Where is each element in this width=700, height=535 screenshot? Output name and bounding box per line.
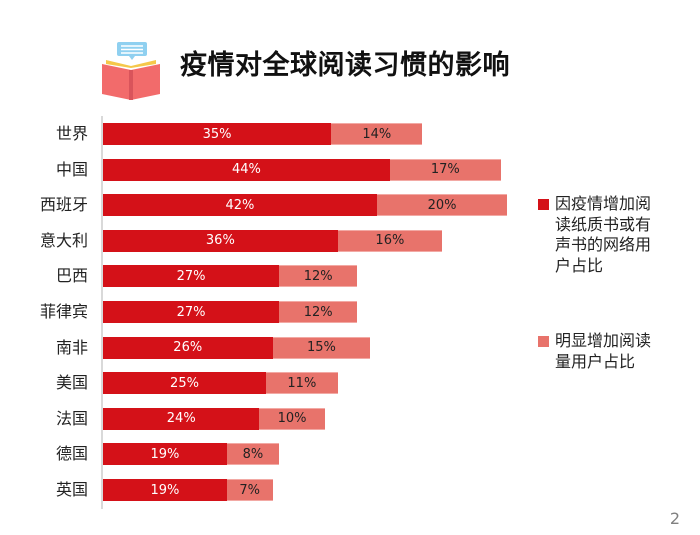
- bar-segment-series1: 24%: [103, 407, 260, 430]
- bar-segment-series2: 12%: [279, 301, 358, 323]
- bar-row: 意大利 36% 16%: [0, 229, 700, 252]
- category-label: 德国: [55, 444, 88, 464]
- bar-segment-series1: 44%: [103, 158, 390, 181]
- bar-segment-series2: 7%: [226, 479, 273, 501]
- legend-swatch-series2: [538, 336, 549, 347]
- bar-segment-series1: 35%: [103, 123, 332, 145]
- bar-segment-series1: 26%: [103, 336, 273, 359]
- category-label: 世界: [55, 124, 88, 143]
- category-label: 英国: [55, 480, 88, 499]
- bar-row: 英国 19% 7%: [0, 479, 700, 501]
- y-axis-line: [101, 116, 103, 509]
- bar-segment-series1: 19%: [103, 443, 227, 466]
- bar-row: 法国 24% 10%: [0, 407, 700, 430]
- bar-row: 西班牙 42% 20%: [0, 194, 700, 217]
- category-label: 法国: [55, 408, 88, 428]
- bar-row: 中国 44% 17%: [0, 158, 700, 181]
- bar-segment-series2: 20%: [376, 194, 508, 217]
- bar-segment-series1: 27%: [103, 265, 280, 288]
- bar-segment-series2: 12%: [279, 265, 358, 288]
- category-label: 菲律宾: [39, 302, 88, 321]
- category-label: 美国: [55, 373, 88, 393]
- bar-segment-series1: 42%: [103, 194, 377, 217]
- page-number: 2: [669, 509, 680, 528]
- category-label: 中国: [55, 159, 88, 179]
- category-label: 西班牙: [39, 195, 88, 215]
- title-icon: [100, 40, 162, 102]
- legend-label-series1: 因疫情增加阅读纸质书或有声书的网络用户占比: [555, 194, 652, 275]
- bar-segment-series1: 25%: [103, 372, 266, 395]
- category-label: 巴西: [55, 266, 88, 286]
- bar-row: 巴西 27% 12%: [0, 265, 700, 288]
- category-label: 意大利: [39, 230, 88, 250]
- bar-segment-series2: 10%: [259, 407, 325, 430]
- bar-segment-series1: 27%: [103, 301, 280, 323]
- legend-swatch-series1: [538, 199, 549, 210]
- legend-label-series2: 明显增加阅读量用户占比: [555, 331, 652, 371]
- bar-segment-series2: 14%: [331, 123, 423, 145]
- bar-segment-series1: 19%: [103, 479, 227, 501]
- category-label: 南非: [55, 337, 88, 357]
- bar-row: 菲律宾 27% 12%: [0, 301, 700, 323]
- bar-segment-series1: 36%: [103, 229, 338, 252]
- bar-segment-series2: 16%: [337, 229, 443, 252]
- page-title: 疫情对全球阅读习惯的影响: [180, 50, 510, 81]
- bar-row: 南非 26% 15%: [0, 336, 700, 359]
- bar-row: 德国 19% 8%: [0, 443, 700, 466]
- bar-row: 世界 35% 14%: [0, 123, 700, 145]
- bar-row: 美国 25% 11%: [0, 372, 700, 395]
- bar-segment-series2: 8%: [226, 443, 280, 466]
- open-book-icon: [102, 42, 160, 100]
- bar-segment-series2: 17%: [389, 158, 501, 181]
- bar-segment-series2: 11%: [266, 372, 338, 395]
- bar-segment-series2: 15%: [272, 336, 371, 359]
